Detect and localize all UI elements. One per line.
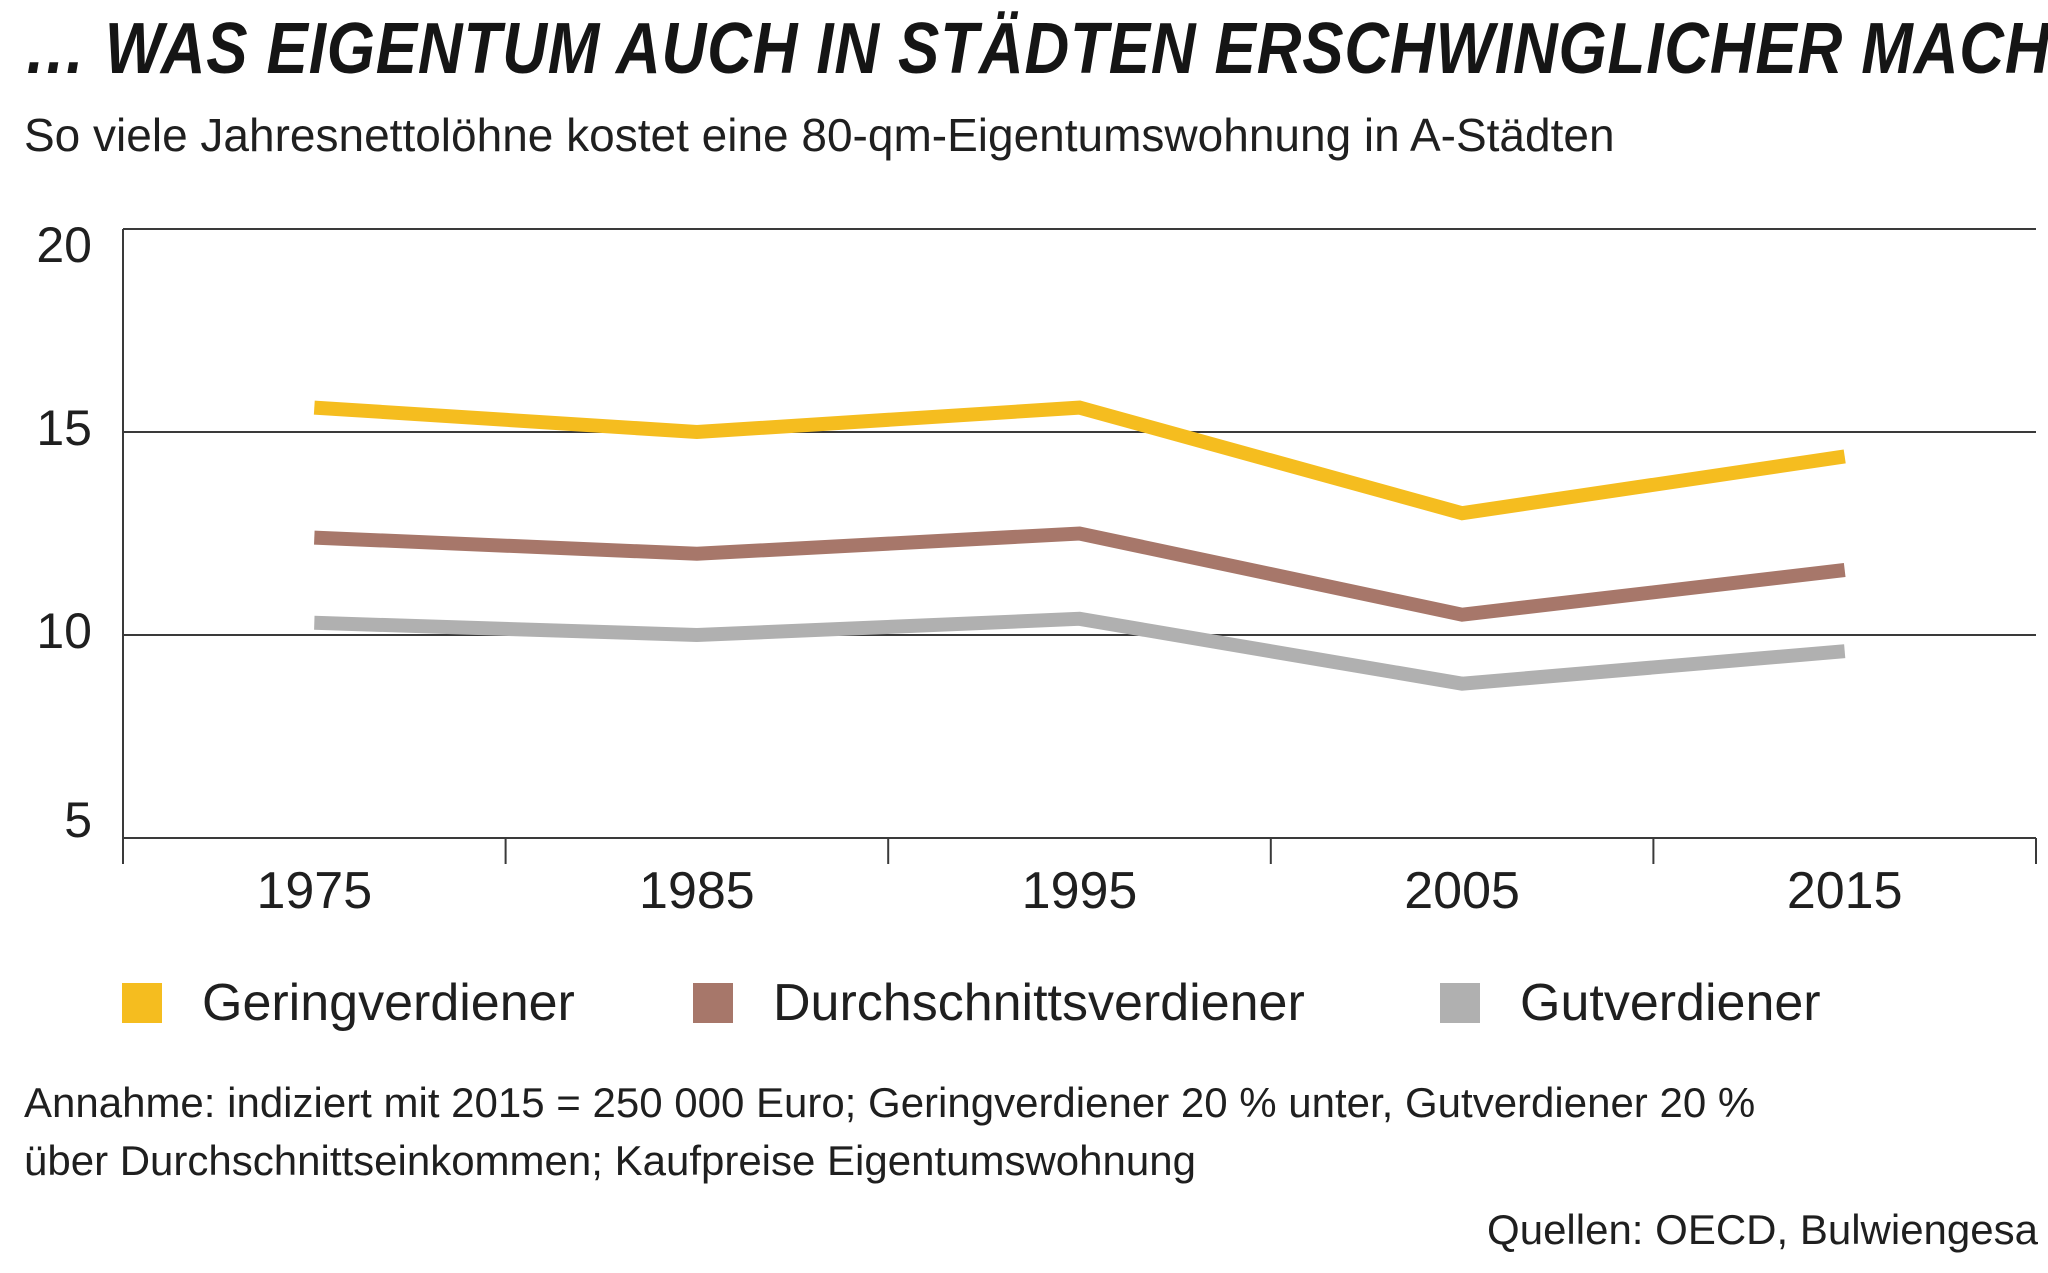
y-tick-label-15: 15 xyxy=(36,400,92,456)
x-tick-label-1995: 1995 xyxy=(1022,862,1138,920)
chart-source: Quellen: OECD, Bulwiengesa xyxy=(1487,1206,2038,1253)
x-tick-label-2015: 2015 xyxy=(1787,862,1903,920)
x-tick-label-1975: 1975 xyxy=(256,862,372,920)
legend-swatch-gutverdiener xyxy=(1440,983,1480,1023)
y-tick-label-5: 5 xyxy=(64,792,92,848)
legend-item-durchschnittsverdiener: Durchschnittsverdiener xyxy=(693,968,1305,1038)
legend-item-geringverdiener: Geringverdiener xyxy=(122,968,575,1038)
series-line-geringverdiener xyxy=(313,400,1846,521)
footnote-line-2: über Durchschnittseinkommen; Kaufpreise … xyxy=(24,1137,1196,1184)
x-tick-label-2005: 2005 xyxy=(1404,862,1520,920)
chart-title: … WAS EIGENTUM AUCH IN STÄDTEN ERSCHWING… xyxy=(24,9,2048,89)
chart-legend: Geringverdiener Durchschnittsverdiener G… xyxy=(0,968,2048,1038)
legend-item-gutverdiener: Gutverdiener xyxy=(1440,968,1821,1038)
chart-footnote: Annahme: indiziert mit 2015 = 250 000 Eu… xyxy=(24,1074,2004,1190)
x-tick-label-1985: 1985 xyxy=(639,862,755,920)
legend-swatch-geringverdiener xyxy=(122,983,162,1023)
legend-label-gutverdiener: Gutverdiener xyxy=(1520,974,1821,1032)
series-line-gutverdiener xyxy=(314,611,1846,691)
legend-label-geringverdiener: Geringverdiener xyxy=(202,974,575,1032)
y-tick-label-20: 20 xyxy=(36,217,92,273)
legend-swatch-durchschnittsverdiener xyxy=(693,983,733,1023)
series-line-durchschnittsverdiener xyxy=(314,526,1846,622)
y-tick-label-10: 10 xyxy=(36,603,92,659)
legend-label-durchschnittsverdiener: Durchschnittsverdiener xyxy=(773,974,1305,1032)
chart-subtitle: So viele Jahresnettolöhne kostet eine 80… xyxy=(24,109,1615,161)
footnote-line-1: Annahme: indiziert mit 2015 = 250 000 Eu… xyxy=(24,1079,1756,1126)
